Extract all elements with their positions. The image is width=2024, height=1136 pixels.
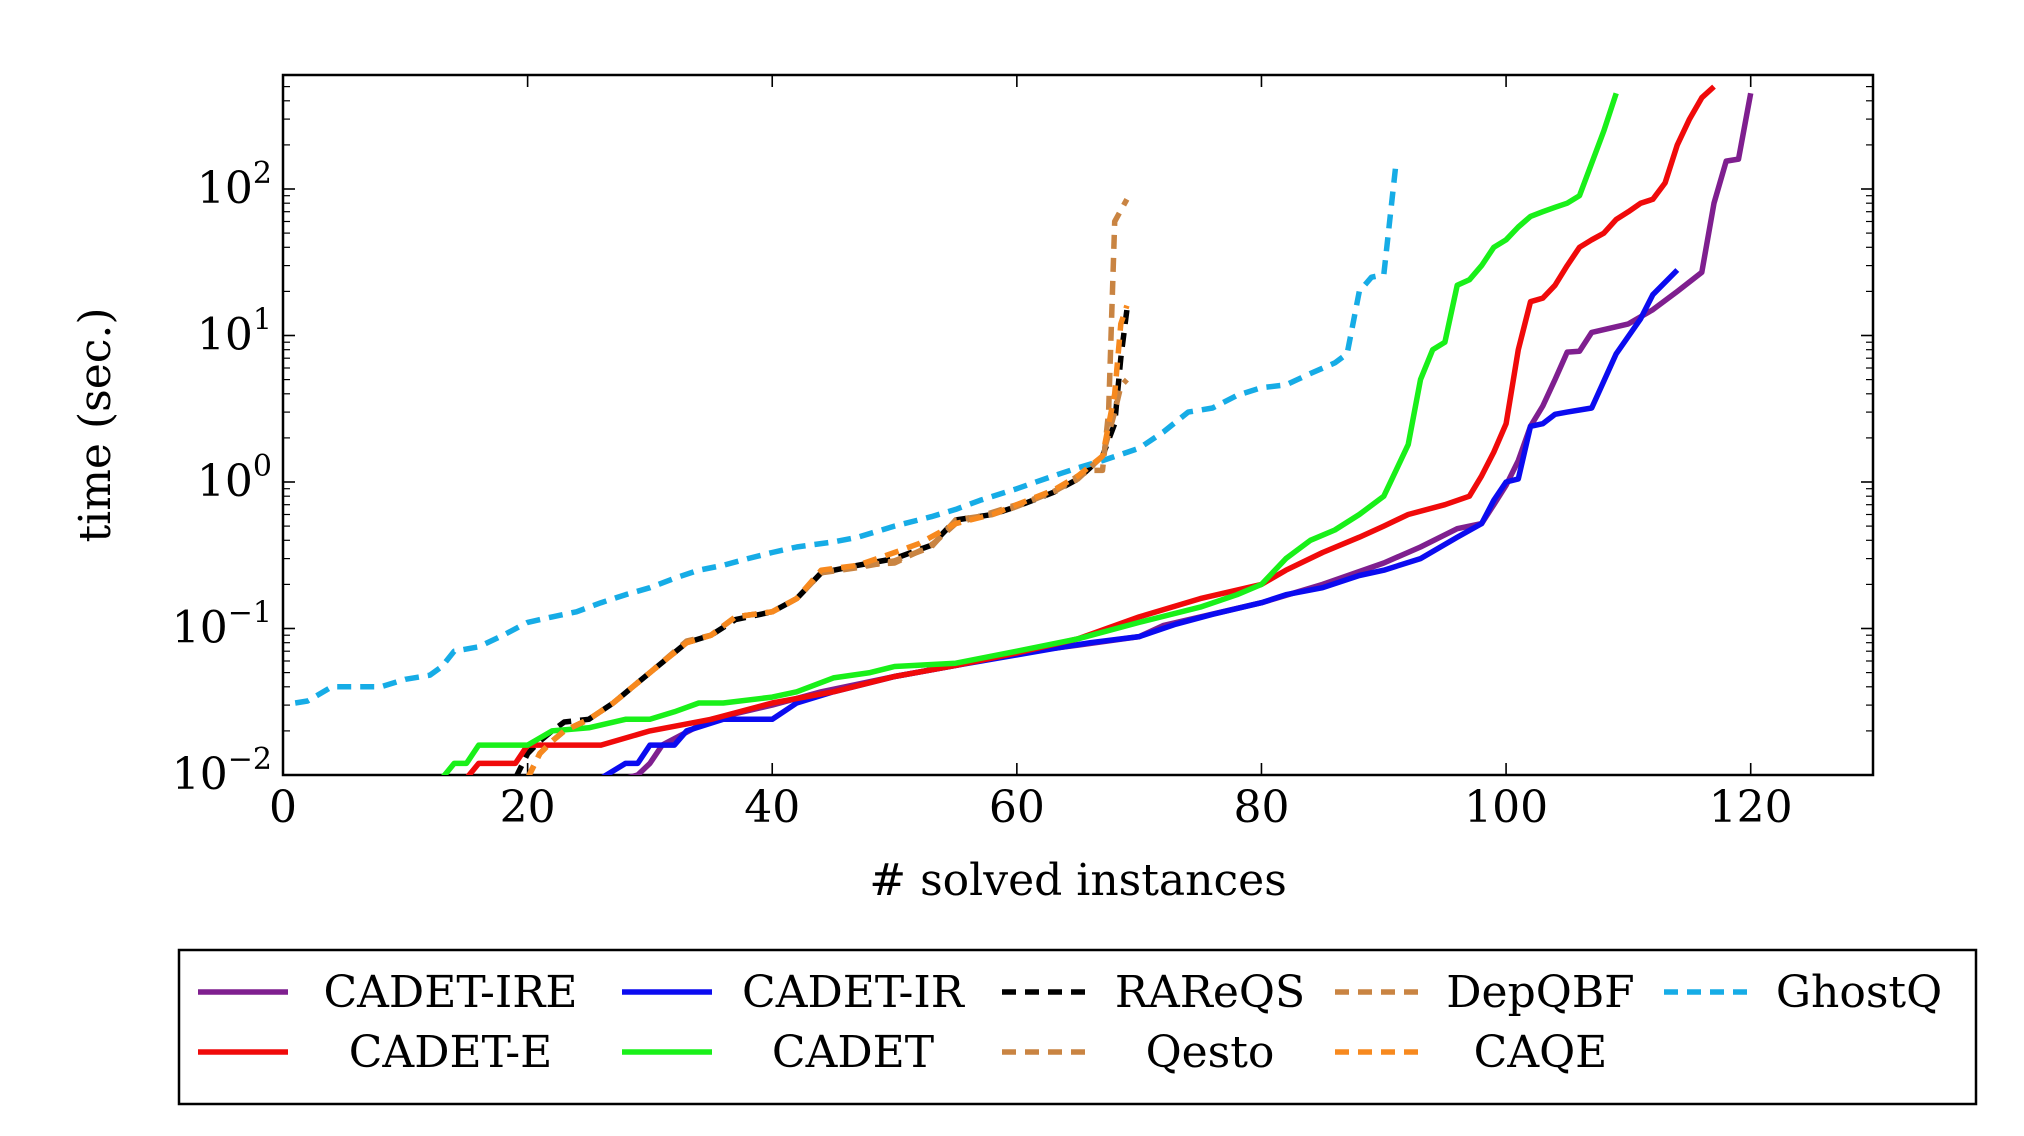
legend-label-cadet-e: CADET-E [349, 1027, 553, 1078]
y-tick-label: 100 [197, 449, 272, 507]
series-line-cadet-ir [601, 268, 1680, 775]
y-tick-label: 101 [197, 302, 272, 360]
y-tick-label: 10−1 [172, 595, 272, 653]
legend-label-rareqs: RAReQS [1115, 967, 1305, 1018]
series-line-cadet-e [465, 84, 1716, 775]
series-line-caqe [526, 304, 1130, 775]
legend-label-cadet: CADET [772, 1027, 934, 1078]
legend-label-cadet-ir: CADET-IR [742, 967, 966, 1018]
legend-label-depqbf: DepQBF [1446, 967, 1634, 1018]
legend-entries: CADET-IRE CADET-IR RAReQS DepQBF GhostQ CADET… [198, 967, 1942, 1078]
x-tick-label: 60 [989, 782, 1045, 833]
minor-ticks [283, 74, 1873, 732]
x-tick-label: 120 [1709, 782, 1793, 833]
x-tick-labels: 0 20 40 60 80 100 120 [269, 782, 1793, 833]
series-layer [294, 84, 1754, 775]
legend: CADET-IRE CADET-IR RAReQS DepQBF GhostQ CADET… [177, 948, 1978, 1106]
x-tick-label: 20 [500, 782, 556, 833]
x-tick-label: 40 [744, 782, 800, 833]
series-line-ghostq [294, 162, 1399, 706]
plot-area [281, 73, 1875, 777]
x-tick-label: 0 [269, 782, 297, 833]
legend-label-caqe: CAQE [1474, 1027, 1608, 1078]
legend-label-ghostq: GhostQ [1776, 967, 1942, 1018]
major-ticks [282, 75, 1873, 776]
y-tick-label: 102 [197, 156, 272, 214]
legend-label-cadet-ire: CADET-IRE [323, 967, 577, 1018]
x-tick-label: 100 [1464, 782, 1548, 833]
y-tick-label: 10−2 [172, 742, 272, 800]
legend-label-qesto: Qesto [1146, 1027, 1275, 1078]
y-axis-title: time (sec.) [70, 307, 121, 542]
series-line-cadet [441, 92, 1619, 775]
x-tick-label: 80 [1233, 782, 1289, 833]
y-tick-labels: 10−2 10−1 100 101 102 [172, 156, 272, 800]
legend-frame [177, 948, 1978, 1106]
plot-frame [281, 73, 1875, 777]
x-axis-title: # solved instances [869, 855, 1287, 906]
